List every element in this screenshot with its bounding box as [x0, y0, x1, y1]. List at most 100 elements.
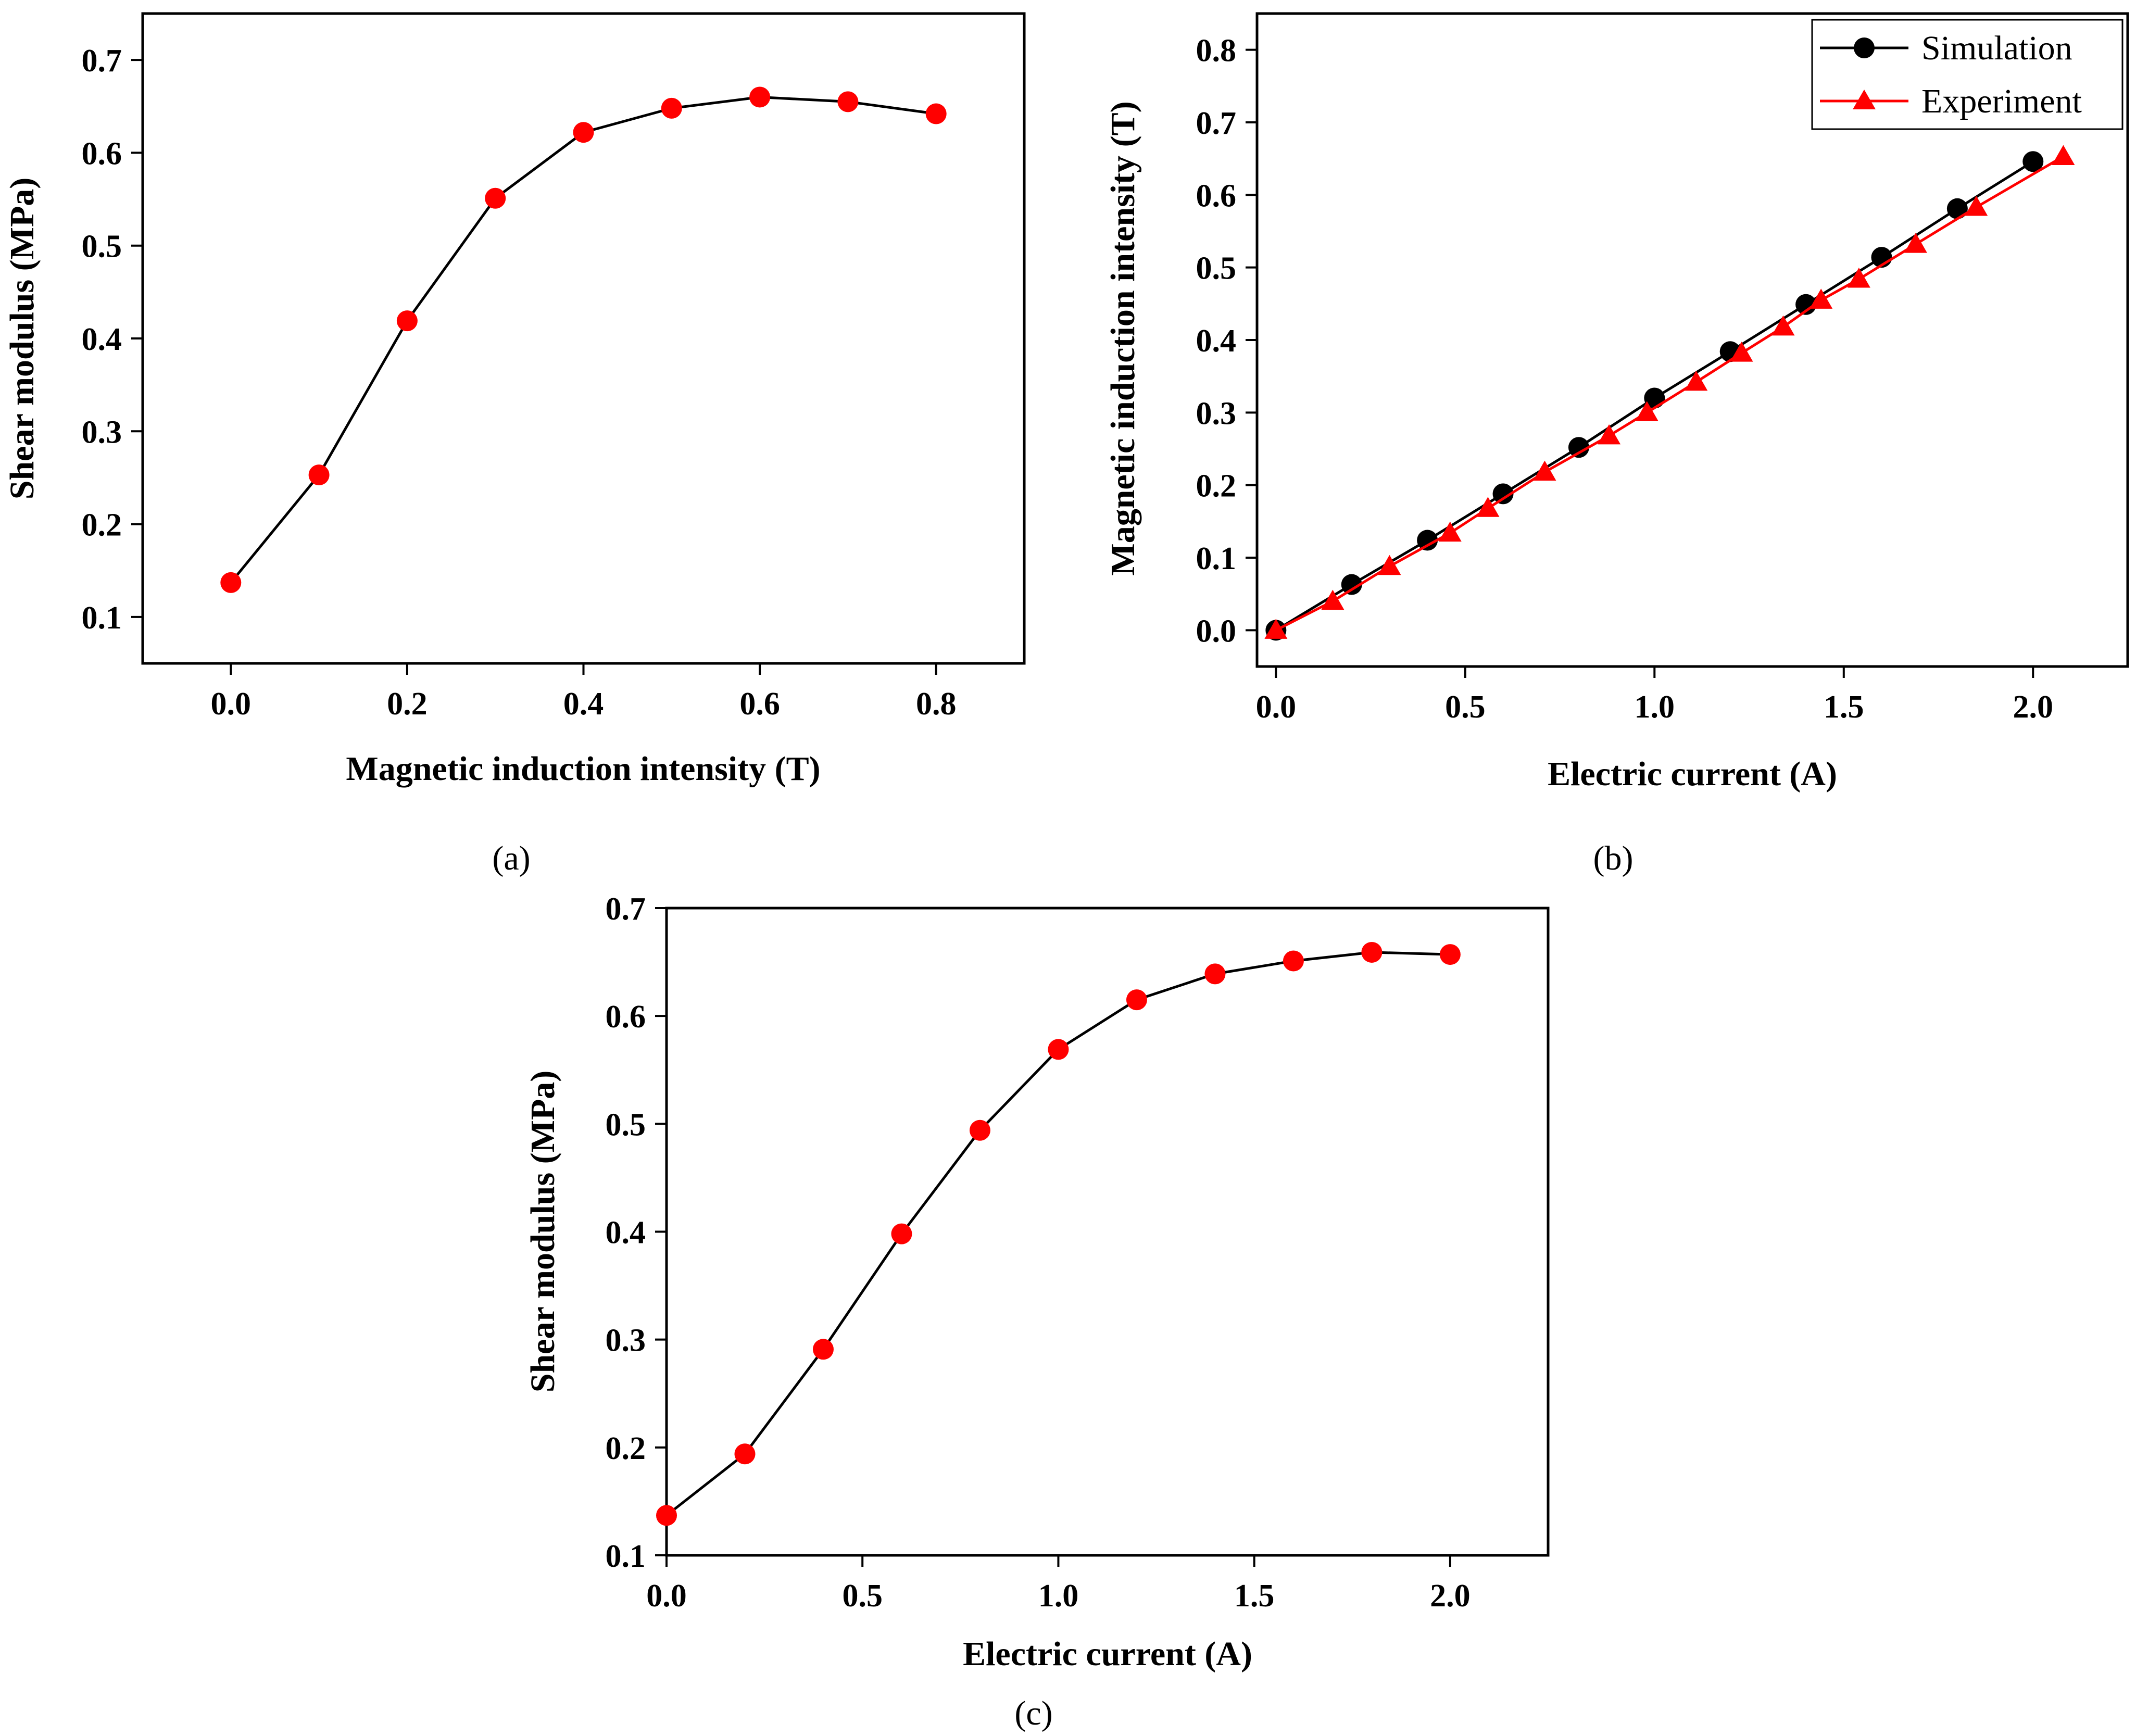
y-tick-label-c: 0.4 [606, 1215, 646, 1251]
x-tick-label-b: 1.0 [1635, 689, 1675, 725]
y-axis-title-c: Shear modulus (MPa) [524, 1071, 562, 1393]
y-tick-label-b: 0.7 [1196, 106, 1237, 141]
data-point-a-0 [485, 187, 506, 209]
series-line-a-0 [230, 96, 937, 584]
data-point-a-0 [837, 91, 859, 112]
y-tick-label-c: 0.3 [606, 1323, 646, 1358]
series-line-b-1 [1275, 155, 2064, 632]
y-tick-label-b: 0.4 [1196, 323, 1237, 359]
y-tick-label-a: 0.7 [82, 43, 122, 79]
y-tick-label-a: 0.6 [82, 136, 122, 171]
data-point-b-1 [1685, 370, 1708, 391]
series-b [1264, 145, 2075, 641]
data-point-b-0 [2022, 151, 2044, 172]
x-axis-title-c: Electric current (A) [963, 1635, 1252, 1673]
data-point-a-0 [220, 572, 242, 593]
data-point-c-0 [1361, 941, 1383, 963]
panel-c: 0.0 0.5 1.0 1.5 2.0 0.1 0.2 0.3 0.4 0.5 0.6 0.7 Ele… [524, 891, 1550, 1732]
panel-label-a: (a) [492, 839, 530, 877]
y-tick-label-a: 0.3 [82, 414, 122, 450]
data-point-b-1 [1321, 589, 1345, 610]
x-tick-label-b: 1.5 [1824, 689, 1864, 725]
legend-item-simulation: Simulation [1820, 29, 2072, 67]
y-tick-label-c: 0.7 [606, 891, 646, 927]
series-a [220, 86, 947, 593]
data-point-c-0 [1204, 963, 1226, 985]
x-tick-label-c: 1.0 [1038, 1578, 1079, 1614]
x-tick-label-c: 0.5 [842, 1578, 883, 1614]
data-point-b-1 [1810, 288, 1833, 309]
data-point-a-0 [925, 103, 947, 124]
data-point-c-0 [1439, 944, 1461, 965]
panel-b: 0.0 0.5 1.0 1.5 2.0 0.0 0.1 0.2 0.3 0.4 0.5 0.6 0.7 0… [1104, 12, 2129, 877]
data-point-b-1 [1598, 424, 1621, 445]
data-point-b-1 [1904, 233, 1927, 253]
panel-label-c: (c) [1014, 1694, 1052, 1732]
data-point-a-0 [396, 310, 418, 332]
data-point-c-0 [969, 1119, 990, 1141]
y-axis-title-a: Shear modulus (MPa) [3, 178, 41, 500]
data-point-b-1 [1730, 342, 1753, 362]
y-tick-label-a: 0.2 [82, 508, 122, 543]
y-tick-label-b: 0.5 [1196, 251, 1237, 286]
x-tick-label-b: 0.5 [1445, 689, 1486, 725]
plot-frame-a [141, 12, 1026, 665]
y-tick-label-c: 0.6 [606, 999, 646, 1035]
data-point-c-0 [812, 1339, 834, 1360]
x-tick-label-a: 0.4 [563, 686, 604, 722]
legend-label-simulation: Simulation [1921, 29, 2072, 67]
y-tick-label-c: 0.5 [606, 1107, 646, 1142]
legend: Simulation Experiment [1811, 19, 2124, 130]
panel-a: 0.0 0.2 0.4 0.6 0.8 0.1 0.2 0.3 0.4 0.5 0.6 0.7 Mag… [3, 12, 1026, 877]
data-point-b-1 [1264, 619, 1288, 639]
x-tick-label-c: 2.0 [1430, 1578, 1471, 1614]
legend-marker-simulation [1854, 37, 1875, 58]
data-point-b-0 [1946, 198, 1968, 219]
y-tick-label-b: 0.3 [1196, 396, 1237, 431]
data-point-b-1 [1771, 315, 1795, 336]
x-tick-label-b: 2.0 [2013, 689, 2054, 725]
ticks-a: 0.0 0.2 0.4 0.6 0.8 0.1 0.2 0.3 0.4 0.5 0.6 0.7 [82, 43, 957, 722]
x-tick-label-a: 0.2 [387, 686, 428, 722]
y-tick-label-a: 0.4 [82, 322, 122, 357]
y-tick-label-b: 0.1 [1196, 541, 1237, 576]
legend-marker-experiment [1853, 90, 1876, 109]
data-point-b-0 [1795, 294, 1817, 315]
data-point-c-0 [734, 1443, 756, 1465]
data-point-a-0 [749, 86, 771, 108]
y-axis-title-b: Magnetic induction intensity (T) [1104, 101, 1142, 575]
legend-item-experiment: Experiment [1820, 82, 2082, 120]
data-point-b-1 [1965, 196, 1988, 216]
y-tick-label-b: 0.2 [1196, 469, 1237, 504]
series-c [656, 941, 1461, 1526]
y-tick-label-c: 0.2 [606, 1431, 646, 1466]
data-point-b-0 [1417, 530, 1438, 551]
data-point-a-0 [573, 122, 594, 143]
x-tick-label-b: 0.0 [1256, 689, 1297, 725]
data-point-b-1 [2052, 145, 2075, 165]
plot-frame-c [665, 907, 1550, 1557]
data-point-c-0 [1048, 1039, 1069, 1060]
data-point-c-0 [1126, 989, 1147, 1011]
x-tick-label-c: 1.5 [1234, 1578, 1275, 1614]
data-point-b-1 [1378, 555, 1401, 575]
x-tick-label-a: 0.0 [211, 686, 252, 722]
data-point-a-0 [661, 97, 682, 119]
y-tick-label-a: 0.1 [82, 600, 122, 636]
data-point-b-0 [1341, 574, 1362, 595]
data-point-b-0 [1492, 483, 1514, 505]
data-point-c-0 [656, 1505, 677, 1526]
data-point-a-0 [308, 464, 330, 486]
data-point-b-1 [1438, 521, 1462, 542]
data-point-c-0 [891, 1223, 912, 1244]
ticks-b: 0.0 0.5 1.0 1.5 2.0 0.0 0.1 0.2 0.3 0.4 0.5 0.6 0.7 0… [1196, 33, 2054, 725]
data-point-b-1 [1847, 267, 1870, 288]
data-point-b-0 [1568, 437, 1589, 458]
data-point-b-1 [1476, 497, 1500, 517]
data-point-b-1 [1635, 401, 1658, 421]
series-line-c-0 [665, 951, 1450, 1517]
y-tick-label-b: 0.6 [1196, 178, 1237, 213]
y-tick-label-a: 0.5 [82, 229, 122, 265]
ticks-c: 0.0 0.5 1.0 1.5 2.0 0.1 0.2 0.3 0.4 0.5 0.6 0.7 [606, 891, 1471, 1614]
